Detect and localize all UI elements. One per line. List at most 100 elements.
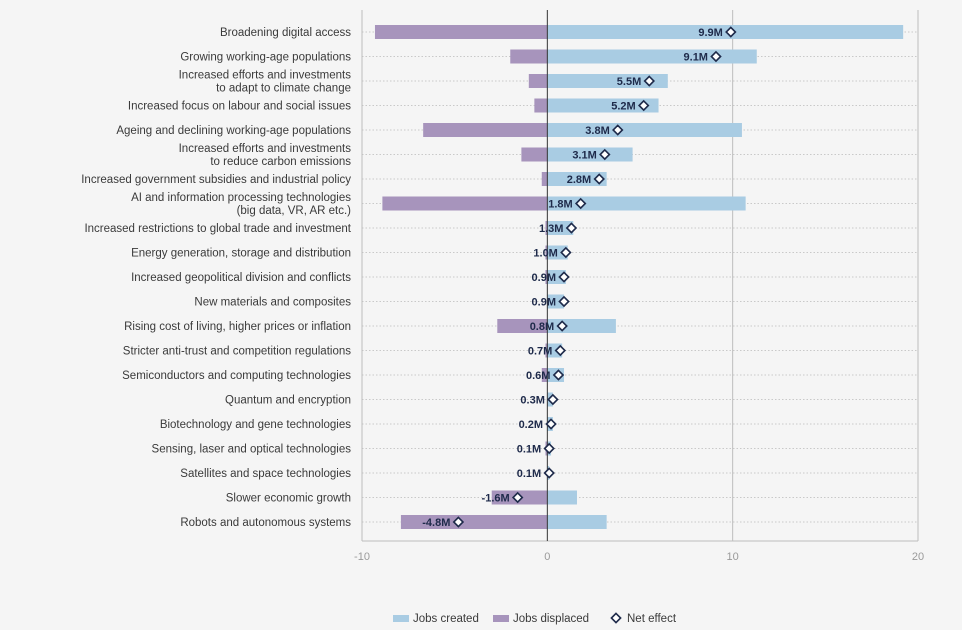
legend-swatch-jobs-displaced: [493, 615, 509, 622]
bar-jobs-created: [547, 147, 633, 162]
category-label-line2: to reduce carbon emissions: [210, 156, 351, 168]
bar-jobs-created: [547, 270, 566, 284]
net-effect-marker: [558, 271, 570, 283]
net-effect-label: 1.0M: [533, 248, 557, 260]
category-label: Increased restrictions to global trade a…: [84, 223, 351, 235]
net-effect-label: 3.8M: [585, 125, 609, 137]
x-tick-label: -10: [354, 551, 370, 563]
net-effect-label: 5.2M: [611, 101, 635, 113]
net-effect-marker: [565, 222, 578, 234]
bar-jobs-displaced: [545, 343, 548, 358]
category-label-line2: to adapt to climate change: [216, 83, 351, 95]
bar-jobs-created: [547, 49, 757, 64]
net-effect-marker: [612, 124, 624, 136]
net-effect-marker: [543, 442, 555, 455]
category-label: Sensing, laser and optical technologies: [152, 444, 352, 456]
net-effect-label: 1.8M: [548, 199, 572, 211]
bar-jobs-displaced: [541, 368, 548, 382]
net-effect-label: 0.1M: [517, 444, 541, 456]
net-effect-marker: [643, 75, 655, 87]
bar-jobs-created: [547, 515, 607, 529]
net-effect-label: 0.7M: [528, 346, 552, 358]
legend-label-net-effect: Net effect: [627, 613, 677, 625]
net-effect-marker: [545, 418, 557, 430]
category-label: Semiconductors and computing technologie…: [122, 370, 351, 382]
x-tick-label: 20: [912, 551, 924, 563]
category-label: AI and information processing technologi…: [131, 192, 351, 204]
bar-jobs-displaced: [510, 49, 548, 64]
category-label: Increased government subsidies and indus…: [81, 174, 351, 186]
category-label: Satellites and space technologies: [180, 468, 351, 480]
bar-jobs-displaced: [545, 245, 548, 260]
category-label: Energy generation, storage and distribut…: [131, 248, 351, 260]
net-effect-label: 0.9M: [532, 272, 556, 284]
bar-jobs-created: [547, 74, 668, 88]
legend-marker-net-effect: [610, 612, 622, 624]
category-label: Biotechnology and gene technologies: [160, 419, 351, 431]
category-label: Slower economic growth: [226, 493, 351, 505]
bar-jobs-displaced: [541, 172, 548, 186]
net-effect-marker: [710, 50, 722, 63]
category-label: Stricter anti-trust and competition regu…: [123, 346, 351, 358]
net-effect-marker: [558, 295, 570, 308]
bar-jobs-displaced: [521, 147, 548, 162]
category-label: Ageing and declining working-age populat…: [116, 125, 351, 137]
net-effect-label: -4.8M: [422, 517, 450, 529]
bar-jobs-created: [547, 172, 607, 186]
net-effect-label: 0.2M: [519, 419, 543, 431]
net-effect-marker: [574, 197, 587, 210]
bar-jobs-created: [547, 245, 568, 260]
bar-jobs-created: [547, 294, 565, 309]
net-effect-label: 3.1M: [572, 150, 596, 162]
bar-jobs-created: [547, 196, 746, 211]
legend-label-jobs-displaced: Jobs displaced: [513, 613, 589, 625]
net-effect-label: 1.3M: [539, 223, 563, 235]
net-effect-marker: [599, 148, 611, 161]
bar-jobs-displaced: [528, 74, 548, 88]
x-tick-label: 0: [544, 551, 550, 563]
category-label: Increased efforts and investments: [179, 143, 352, 155]
x-tick-label: 10: [727, 551, 739, 563]
category-label: New materials and composites: [194, 297, 351, 309]
category-label: Growing working-age populations: [180, 52, 351, 64]
category-label: Rising cost of living, higher prices or …: [124, 321, 351, 333]
net-effect-marker: [543, 467, 555, 479]
category-label: Quantum and encryption: [225, 395, 351, 407]
net-effect-label: 0.9M: [532, 297, 556, 309]
bar-jobs-created: [547, 123, 742, 137]
net-effect-label: 0.8M: [530, 321, 554, 333]
net-effect-label: 9.1M: [684, 52, 708, 64]
bar-jobs-displaced: [374, 25, 548, 39]
legend-label-jobs-created: Jobs created: [413, 613, 479, 625]
bar-jobs-displaced: [400, 515, 548, 529]
net-effect-marker: [452, 516, 465, 528]
net-effect-marker: [725, 26, 737, 38]
net-effect-marker: [593, 173, 605, 185]
net-effect-marker: [637, 99, 650, 112]
net-effect-marker: [554, 344, 567, 357]
bar-jobs-created: [547, 319, 616, 333]
category-label: Increased geopolitical division and conf…: [131, 272, 351, 284]
legend-swatch-jobs-created: [393, 615, 409, 622]
category-label: Broadening digital access: [220, 27, 351, 39]
net-effect-label: 5.5M: [617, 76, 641, 88]
bar-jobs-displaced: [423, 123, 548, 137]
category-label: Increased focus on labour and social iss…: [128, 101, 351, 113]
category-label: Robots and autonomous systems: [180, 517, 351, 529]
net-effect-label: -1.6M: [482, 493, 510, 505]
bar-jobs-displaced: [534, 98, 548, 113]
category-label: Increased efforts and investments: [179, 70, 352, 82]
net-effect-marker: [552, 369, 565, 381]
bar-jobs-created: [547, 98, 659, 113]
bar-jobs-displaced: [545, 270, 548, 284]
bar-jobs-created: [547, 490, 577, 505]
bar-jobs-created: [547, 221, 574, 235]
net-effect-marker: [547, 393, 559, 406]
net-effect-label: 0.6M: [526, 370, 550, 382]
bar-jobs-displaced: [497, 319, 548, 333]
net-effect-marker: [560, 246, 572, 259]
net-effect-label: 0.3M: [520, 395, 544, 407]
net-effect-label: 9.9M: [698, 27, 722, 39]
